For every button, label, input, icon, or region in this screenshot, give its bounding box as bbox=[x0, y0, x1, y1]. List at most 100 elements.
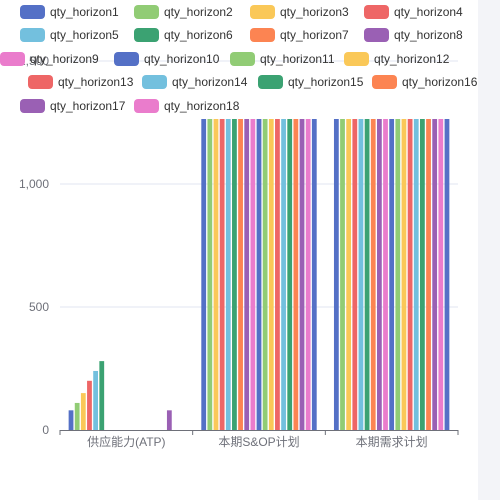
legend-item[interactable]: qty_horizon14 bbox=[142, 75, 248, 89]
bar[interactable] bbox=[413, 0, 419, 430]
bar[interactable] bbox=[213, 51, 219, 430]
bar[interactable] bbox=[207, 76, 213, 430]
bar[interactable] bbox=[376, 0, 382, 431]
legend-swatch bbox=[364, 5, 389, 19]
bar[interactable] bbox=[166, 410, 172, 430]
legend-swatch bbox=[0, 52, 25, 66]
bar[interactable] bbox=[444, 98, 450, 431]
bar[interactable] bbox=[93, 370, 99, 430]
bar[interactable] bbox=[244, 0, 250, 431]
y-tick-label: 500 bbox=[29, 300, 49, 314]
legend-item[interactable]: qty_horizon17 bbox=[20, 99, 126, 113]
bar[interactable] bbox=[352, 29, 358, 431]
legend-swatch bbox=[134, 99, 159, 113]
legend-item[interactable]: qty_horizon9 bbox=[0, 52, 99, 66]
legend-item[interactable]: qty_horizon5 bbox=[20, 28, 119, 42]
legend-label: qty_horizon14 bbox=[172, 75, 248, 89]
legend-item[interactable]: qty_horizon7 bbox=[250, 28, 349, 42]
legend-item[interactable]: qty_horizon2 bbox=[134, 5, 233, 19]
bar[interactable] bbox=[389, 0, 395, 431]
bar[interactable] bbox=[281, 0, 286, 430]
bar[interactable] bbox=[99, 361, 105, 430]
legend[interactable]: qty_horizon1 qty_horizon2 qty_horizon3 qty_… bbox=[0, 5, 478, 113]
bar[interactable] bbox=[256, 0, 262, 431]
bar[interactable] bbox=[87, 380, 92, 430]
bar[interactable] bbox=[80, 393, 86, 430]
bar[interactable] bbox=[293, 0, 299, 431]
legend-label: qty_horizon5 bbox=[50, 28, 119, 42]
bar[interactable] bbox=[407, 0, 413, 431]
bar[interactable] bbox=[287, 0, 293, 431]
x-tick-label: 本期S&OP计划 bbox=[218, 435, 299, 449]
legend-label: qty_horizon18 bbox=[164, 99, 240, 113]
bar[interactable] bbox=[401, 0, 407, 430]
legend-swatch bbox=[28, 75, 53, 89]
legend-item[interactable]: qty_horizon16 bbox=[372, 75, 478, 89]
bar-series bbox=[68, 0, 450, 431]
legend-item[interactable]: qty_horizon18 bbox=[134, 99, 240, 113]
legend-swatch bbox=[20, 28, 45, 42]
bar[interactable] bbox=[364, 0, 370, 431]
legend-swatch bbox=[114, 52, 139, 66]
legend-item[interactable]: qty_horizon1 bbox=[20, 5, 119, 19]
legend-item[interactable]: qty_horizon11 bbox=[230, 52, 335, 66]
bar[interactable] bbox=[438, 0, 444, 431]
bar[interactable] bbox=[299, 0, 305, 430]
bar[interactable] bbox=[370, 0, 376, 430]
bar[interactable] bbox=[225, 7, 231, 430]
y-tick-label: 1,500 bbox=[19, 54, 49, 68]
legend-item[interactable]: qty_horizon10 bbox=[114, 52, 220, 66]
bar[interactable] bbox=[201, 51, 207, 430]
legend-label: qty_horizon3 bbox=[280, 5, 349, 19]
bar[interactable] bbox=[395, 0, 401, 431]
legend-swatch bbox=[230, 52, 255, 66]
legend-swatch bbox=[134, 28, 159, 42]
legend-item[interactable]: qty_horizon12 bbox=[344, 52, 450, 66]
legend-label: qty_horizon1 bbox=[50, 5, 119, 19]
x-tick-label: 供应能力(ATP) bbox=[87, 434, 165, 449]
bar[interactable] bbox=[346, 51, 352, 430]
bar[interactable] bbox=[219, 29, 225, 431]
bar[interactable] bbox=[232, 0, 237, 431]
legend-item[interactable]: qty_horizon8 bbox=[364, 28, 463, 42]
legend-item[interactable]: qty_horizon13 bbox=[28, 75, 134, 89]
bar[interactable] bbox=[262, 0, 268, 431]
bar[interactable] bbox=[311, 51, 317, 430]
bar[interactable] bbox=[68, 410, 74, 430]
y-tick-label: 0 bbox=[42, 423, 49, 437]
legend-label: qty_horizon17 bbox=[50, 99, 126, 113]
legend-label: qty_horizon15 bbox=[288, 75, 364, 89]
legend-item[interactable]: qty_horizon6 bbox=[134, 28, 233, 42]
x-tick-label: 本期需求计划 bbox=[356, 435, 428, 449]
legend-label: qty_horizon10 bbox=[144, 52, 220, 66]
legend-label: qty_horizon4 bbox=[394, 5, 463, 19]
legend-item[interactable]: qty_horizon3 bbox=[250, 5, 349, 19]
bar[interactable] bbox=[238, 0, 243, 430]
bar[interactable] bbox=[74, 402, 80, 430]
bar[interactable] bbox=[426, 0, 431, 431]
bar[interactable] bbox=[340, 76, 345, 430]
bar[interactable] bbox=[275, 0, 280, 431]
legend-swatch bbox=[364, 28, 389, 42]
legend-label: qty_horizon11 bbox=[260, 52, 335, 66]
legend-label: qty_horizon8 bbox=[394, 28, 463, 42]
bar[interactable] bbox=[268, 0, 274, 430]
legend-label: qty_horizon7 bbox=[280, 28, 349, 42]
legend-item[interactable]: qty_horizon4 bbox=[364, 5, 463, 19]
bar[interactable] bbox=[358, 7, 364, 430]
bar[interactable] bbox=[419, 0, 425, 431]
legend-swatch bbox=[134, 5, 159, 19]
legend-label: qty_horizon6 bbox=[164, 28, 233, 42]
bar[interactable] bbox=[432, 0, 438, 430]
legend-label: qty_horizon9 bbox=[30, 52, 99, 66]
legend-item[interactable]: qty_horizon15 bbox=[258, 75, 364, 89]
bar[interactable] bbox=[333, 98, 339, 431]
legend-label: qty_horizon13 bbox=[58, 75, 134, 89]
axes: 05001,0001,5002,0002,500供应能力(ATP)本期S&OP计… bbox=[19, 54, 459, 449]
bar[interactable] bbox=[383, 0, 388, 430]
legend-swatch bbox=[250, 28, 275, 42]
bar[interactable] bbox=[305, 0, 311, 431]
bar[interactable] bbox=[250, 0, 256, 430]
legend-swatch bbox=[20, 99, 45, 113]
legend-swatch bbox=[250, 5, 275, 19]
